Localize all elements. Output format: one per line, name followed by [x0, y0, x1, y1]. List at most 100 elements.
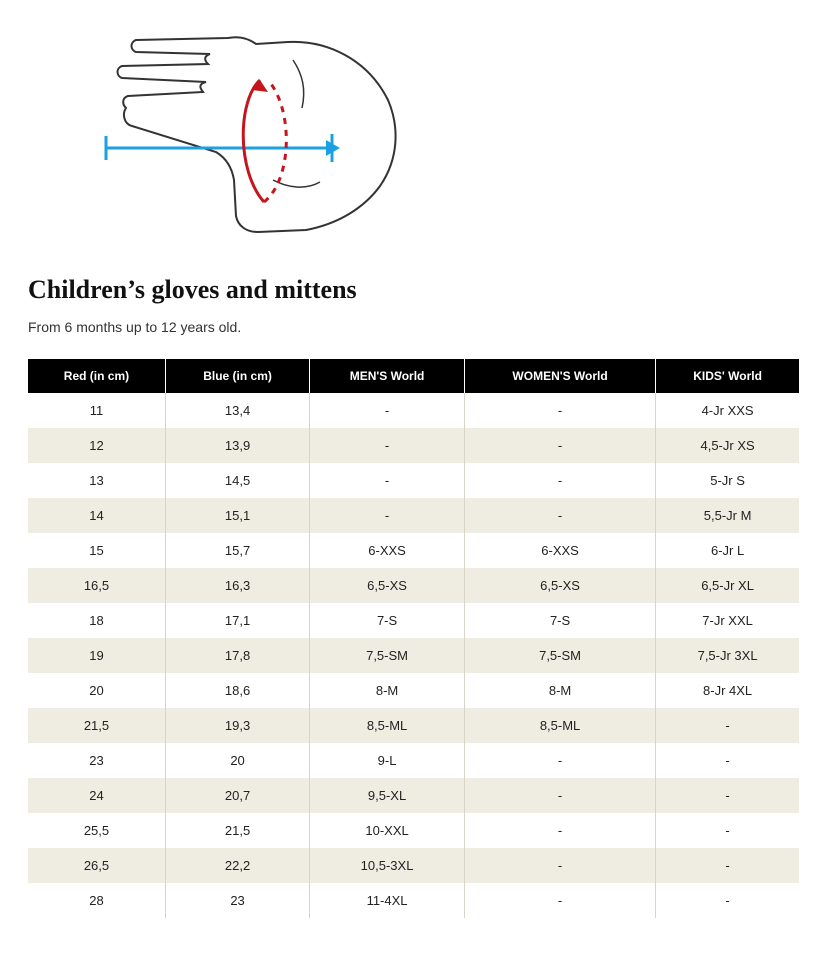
table-cell: 15,7: [165, 533, 309, 568]
table-cell: 15: [28, 533, 165, 568]
table-cell: 13: [28, 463, 165, 498]
table-row: 16,516,36,5-XS6,5-XS6,5-Jr XL: [28, 568, 799, 603]
table-cell: -: [464, 428, 655, 463]
table-row: 2420,79,5-XL--: [28, 778, 799, 813]
table-cell: 9,5-XL: [310, 778, 465, 813]
table-cell: 6-XXS: [310, 533, 465, 568]
table-cell: -: [656, 743, 799, 778]
table-cell: 28: [28, 883, 165, 918]
table-cell: 7,5-Jr 3XL: [656, 638, 799, 673]
hand-measurement-diagram: [88, 30, 799, 245]
hand-svg: [88, 30, 408, 240]
table-row: 1113,4--4-Jr XXS: [28, 393, 799, 428]
size-chart-table: Red (in cm) Blue (in cm) MEN'S World WOM…: [28, 359, 799, 918]
page-subtitle: From 6 months up to 12 years old.: [28, 319, 799, 335]
col-header: Blue (in cm): [165, 359, 309, 393]
table-cell: 16,5: [28, 568, 165, 603]
table-cell: -: [310, 498, 465, 533]
table-cell: 22,2: [165, 848, 309, 883]
table-cell: -: [464, 393, 655, 428]
table-row: 1515,76-XXS6-XXS6-Jr L: [28, 533, 799, 568]
table-cell: -: [656, 848, 799, 883]
table-row: 1415,1--5,5-Jr M: [28, 498, 799, 533]
table-cell: 21,5: [165, 813, 309, 848]
table-row: 2018,68-M8-M8-Jr 4XL: [28, 673, 799, 708]
table-cell: 6,5-XS: [464, 568, 655, 603]
table-cell: 11: [28, 393, 165, 428]
table-cell: 19,3: [165, 708, 309, 743]
table-cell: -: [464, 463, 655, 498]
table-cell: 13,9: [165, 428, 309, 463]
table-cell: 10-XXL: [310, 813, 465, 848]
table-cell: -: [310, 393, 465, 428]
table-cell: 4-Jr XXS: [656, 393, 799, 428]
table-cell: 8-M: [310, 673, 465, 708]
table-cell: 18,6: [165, 673, 309, 708]
table-cell: 14: [28, 498, 165, 533]
table-row: 282311-4XL--: [28, 883, 799, 918]
table-cell: 17,8: [165, 638, 309, 673]
table-cell: 8,5-ML: [464, 708, 655, 743]
col-header: WOMEN'S World: [464, 359, 655, 393]
table-cell: 14,5: [165, 463, 309, 498]
table-cell: 15,1: [165, 498, 309, 533]
table-cell: 7-Jr XXL: [656, 603, 799, 638]
col-header: KIDS' World: [656, 359, 799, 393]
table-cell: 13,4: [165, 393, 309, 428]
table-cell: 7,5-SM: [310, 638, 465, 673]
table-cell: 18: [28, 603, 165, 638]
table-cell: -: [464, 498, 655, 533]
table-cell: 7,5-SM: [464, 638, 655, 673]
col-header: Red (in cm): [28, 359, 165, 393]
table-cell: -: [464, 743, 655, 778]
table-row: 1917,87,5-SM7,5-SM7,5-Jr 3XL: [28, 638, 799, 673]
table-cell: 8,5-ML: [310, 708, 465, 743]
table-cell: -: [464, 813, 655, 848]
table-cell: 23: [165, 883, 309, 918]
table-cell: -: [656, 778, 799, 813]
table-row: 1817,17-S7-S7-Jr XXL: [28, 603, 799, 638]
table-cell: 6,5-XS: [310, 568, 465, 603]
table-body: 1113,4--4-Jr XXS1213,9--4,5-Jr XS1314,5-…: [28, 393, 799, 918]
table-cell: -: [464, 778, 655, 813]
table-cell: 20: [165, 743, 309, 778]
table-cell: 5-Jr S: [656, 463, 799, 498]
table-cell: 4,5-Jr XS: [656, 428, 799, 463]
table-cell: 6-XXS: [464, 533, 655, 568]
table-cell: 20: [28, 673, 165, 708]
table-row: 23209-L--: [28, 743, 799, 778]
table-cell: 10,5-3XL: [310, 848, 465, 883]
table-row: 25,521,510-XXL--: [28, 813, 799, 848]
table-cell: 8-M: [464, 673, 655, 708]
table-header-row: Red (in cm) Blue (in cm) MEN'S World WOM…: [28, 359, 799, 393]
table-cell: -: [656, 813, 799, 848]
table-row: 21,519,38,5-ML8,5-ML-: [28, 708, 799, 743]
table-cell: 6-Jr L: [656, 533, 799, 568]
table-cell: 16,3: [165, 568, 309, 603]
table-row: 26,522,210,5-3XL--: [28, 848, 799, 883]
table-cell: 21,5: [28, 708, 165, 743]
table-cell: 12: [28, 428, 165, 463]
table-cell: 7-S: [310, 603, 465, 638]
table-cell: 26,5: [28, 848, 165, 883]
table-cell: -: [310, 463, 465, 498]
table-cell: 19: [28, 638, 165, 673]
table-cell: 6,5-Jr XL: [656, 568, 799, 603]
table-cell: -: [464, 848, 655, 883]
table-cell: 23: [28, 743, 165, 778]
table-cell: 24: [28, 778, 165, 813]
table-cell: 8-Jr 4XL: [656, 673, 799, 708]
page-title: Children’s gloves and mittens: [28, 275, 799, 305]
table-cell: -: [464, 883, 655, 918]
table-cell: 9-L: [310, 743, 465, 778]
hand-outline: [118, 37, 396, 232]
table-cell: 11-4XL: [310, 883, 465, 918]
table-cell: -: [656, 708, 799, 743]
table-cell: 5,5-Jr M: [656, 498, 799, 533]
col-header: MEN'S World: [310, 359, 465, 393]
table-cell: -: [656, 883, 799, 918]
table-cell: -: [310, 428, 465, 463]
table-cell: 20,7: [165, 778, 309, 813]
table-cell: 17,1: [165, 603, 309, 638]
table-cell: 7-S: [464, 603, 655, 638]
